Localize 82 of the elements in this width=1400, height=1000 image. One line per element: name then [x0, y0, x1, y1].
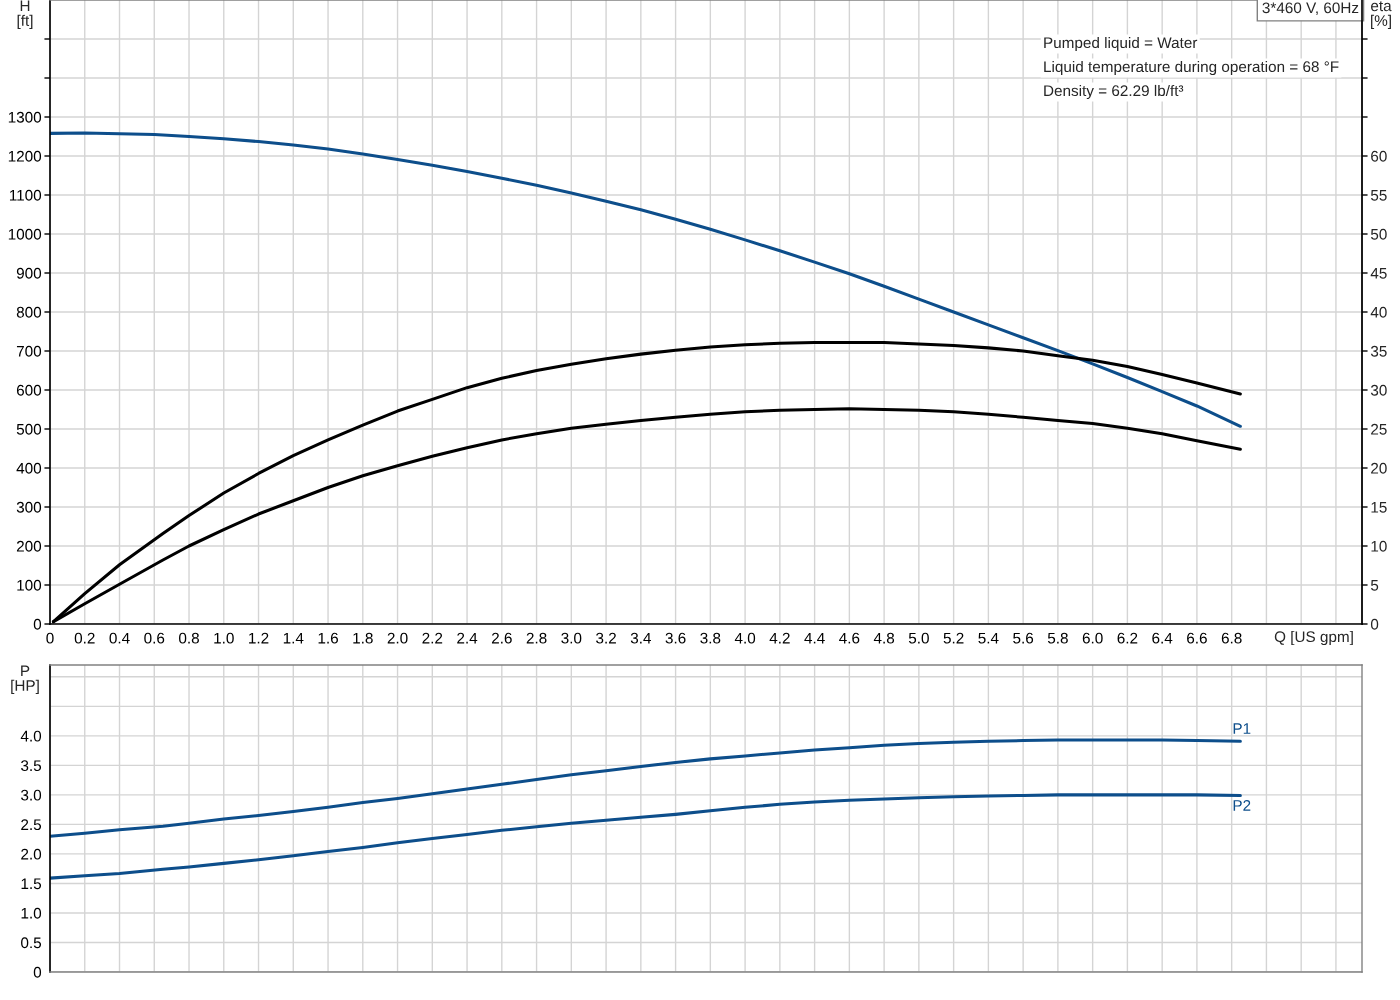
x-tick-label: 0.4: [109, 632, 130, 644]
y2-tick-label: 5: [1370, 580, 1379, 591]
x-tick-label: 2.0: [387, 632, 408, 644]
y-tick-label: 400: [16, 462, 42, 474]
x-tick-label: 4.4: [804, 632, 825, 644]
annotation: Pumped liquid = Water: [1044, 36, 1198, 52]
y-tick-label: 1.0: [21, 907, 42, 919]
x-tick-label: 6.6: [1187, 632, 1207, 644]
y2-axis-title: eta [%]: [1371, 1, 1392, 30]
y-tick-label: 3.0: [21, 789, 42, 801]
y-axis-title: H [ft]: [17, 0, 33, 30]
x-tick-label: 0: [46, 632, 54, 644]
x-tick-label: 5.4: [978, 632, 999, 644]
y-tick-label: 500: [16, 423, 42, 435]
x-tick-label: 1.6: [318, 632, 338, 644]
x-tick-label: 3.0: [561, 632, 582, 644]
y-tick-label: 0: [33, 966, 42, 978]
y2-tick-label: 10: [1371, 540, 1387, 552]
x-tick-label: 1.8: [353, 632, 373, 644]
x-tick-label: 2.6: [491, 632, 512, 644]
y2-tick-label: 60: [1371, 150, 1387, 162]
y2-tick-label: 30: [1370, 384, 1387, 396]
y2-tick-label: 25: [1371, 423, 1387, 435]
y-tick-label: 2.5: [21, 819, 42, 831]
annotation: Density = 62.29 lb/ft³: [1044, 84, 1184, 100]
y-tick-label: 0: [33, 618, 42, 630]
y-tick-label: 4.0: [20, 730, 42, 742]
x-tick-label: 2.8: [526, 632, 547, 644]
y-tick-label: 600: [16, 384, 42, 396]
x-tick-label: 5.6: [1013, 632, 1034, 644]
series-label: P1: [1233, 723, 1251, 734]
y2-tick-label: 15: [1371, 502, 1387, 513]
y-tick-label: 1300: [8, 111, 42, 123]
x-tick-label: 6.2: [1117, 632, 1138, 644]
x-tick-label: 1.4: [283, 632, 304, 644]
x-tick-label: 6.4: [1152, 632, 1173, 644]
y-tick-label: 1000: [8, 228, 42, 240]
x-tick-label: 4.0: [734, 632, 756, 644]
y-tick-label: 800: [16, 306, 42, 318]
x-tick-label: 0.2: [74, 632, 95, 644]
x-tick-label: 5.2: [943, 632, 964, 644]
y-tick-label: 3.5: [21, 760, 42, 772]
x-tick-label: 1.0: [214, 632, 234, 644]
x-tick-label: 5.8: [1047, 632, 1068, 644]
x-tick-label: 0.6: [144, 632, 165, 644]
y2-tick-label: 0: [1370, 618, 1379, 630]
y-tick-label: 1200: [8, 150, 42, 162]
annotation: Liquid temperature during operation = 68 °F: [1044, 60, 1339, 76]
x-tick-label: 4.2: [769, 632, 790, 644]
y-tick-label: 1100: [9, 189, 42, 201]
series-label: P2: [1233, 800, 1251, 811]
x-tick-label: 2.4: [457, 632, 478, 644]
y-tick-label: 2.0: [21, 848, 42, 860]
x-tick-label: 3.8: [700, 632, 721, 644]
x-tick-label: 6.0: [1082, 632, 1103, 644]
x-tick-label: 1.2: [249, 632, 269, 644]
x-tick-label: 4.8: [873, 632, 895, 644]
x-tick-label: 3.4: [630, 632, 652, 644]
x-tick-label: 6.8: [1221, 632, 1242, 644]
chart-title: 3*460 V, 60Hz: [1262, 2, 1359, 16]
x-tick-label: 4.6: [839, 632, 860, 644]
y-tick-label: 0.5: [21, 937, 42, 949]
y-tick-label: 900: [16, 267, 42, 279]
x-tick-label: 3.6: [665, 632, 686, 644]
x-tick-label: 2.2: [422, 632, 443, 644]
y2-tick-label: 55: [1370, 190, 1387, 201]
x-tick-label: 3.2: [596, 632, 616, 644]
y2-tick-label: 50: [1370, 228, 1387, 240]
y2-tick-label: 20: [1371, 462, 1387, 474]
y2-tick-label: 40: [1370, 306, 1387, 318]
x-axis-title: Q [US gpm]: [1274, 630, 1353, 646]
y2-tick-label: 45: [1370, 268, 1387, 279]
y-tick-label: 700: [16, 345, 42, 357]
x-tick-label: 0.8: [179, 632, 199, 644]
line-series: [50, 131, 1242, 428]
y-tick-label: 200: [16, 540, 42, 552]
y-axis-title: P [HP]: [11, 665, 39, 695]
x-tick-label: 5.0: [908, 632, 929, 644]
y2-tick-label: 35: [1370, 345, 1387, 357]
y-tick-label: 100: [17, 579, 42, 591]
y-tick-label: 1.5: [21, 878, 42, 890]
y-tick-label: 300: [16, 501, 42, 513]
